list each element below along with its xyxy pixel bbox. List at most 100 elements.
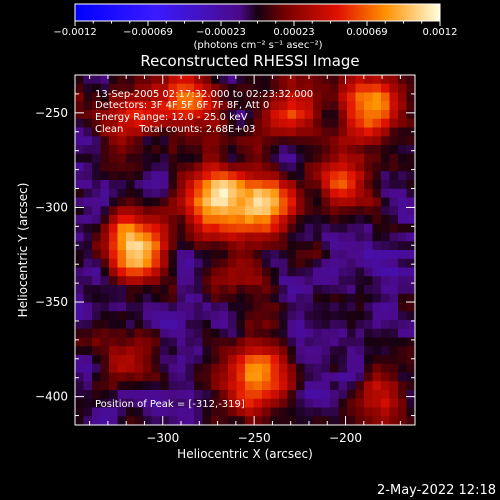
heatmap-cell (143, 197, 153, 207)
heatmap-cell (347, 180, 357, 190)
heatmap-cell (134, 101, 144, 111)
heatmap-cell (398, 416, 408, 425)
heatmap-cell (398, 241, 408, 251)
heatmap-cell (381, 267, 391, 277)
heatmap-cell (143, 285, 153, 295)
heatmap-cell (245, 197, 255, 207)
heatmap-cell (321, 92, 331, 102)
annotation-time: 13-Sep-2005 02:17:32.000 to 02:23:32.000 (95, 89, 313, 100)
heatmap-cell (117, 223, 127, 234)
heatmap-cell (160, 127, 170, 137)
heatmap-cell (364, 355, 374, 365)
heatmap-cell (398, 390, 408, 400)
heatmap-cell (364, 188, 374, 199)
heatmap-cell (236, 92, 246, 102)
heatmap-cell (296, 328, 306, 339)
heatmap-cell (134, 118, 144, 129)
heatmap-cell (168, 337, 178, 347)
heatmap-cell (364, 241, 374, 251)
heatmap-cell (219, 215, 229, 225)
heatmap-cell (117, 355, 127, 365)
heatmap-cell (83, 381, 93, 391)
heatmap-cell (168, 197, 178, 207)
heatmap-cell (381, 258, 391, 269)
heatmap-cell (236, 206, 246, 216)
heatmap-cell (398, 363, 408, 374)
heatmap-cell (185, 293, 195, 304)
heatmap-cell (321, 215, 331, 225)
heatmap-cell (253, 407, 263, 417)
heatmap-cell (75, 215, 85, 225)
heatmap-cell (372, 407, 382, 417)
heatmap-cell (117, 136, 127, 146)
heatmap-cell (338, 75, 348, 85)
heatmap-cell (279, 276, 289, 286)
heatmap-cell (194, 171, 204, 181)
heatmap-cell (151, 355, 161, 365)
heatmap-cell (296, 215, 306, 225)
heatmap-cell (177, 293, 187, 304)
heatmap-cell (245, 145, 255, 155)
heatmap-cell (262, 232, 272, 242)
heatmap-cell (313, 363, 323, 374)
heatmap-cell (228, 180, 238, 190)
heatmap-cell (389, 320, 399, 330)
heatmap-cell (151, 162, 161, 172)
heatmap-cell (185, 101, 195, 111)
heatmap-cell (313, 398, 323, 409)
heatmap-cell (381, 241, 391, 251)
heatmap-cell (287, 197, 297, 207)
heatmap-cell (262, 145, 272, 155)
heatmap-cell (134, 250, 144, 260)
heatmap-cell (389, 355, 399, 365)
x-axis-label: Heliocentric X (arcsec) (177, 447, 313, 461)
annotation-energy: Energy Range: 12.0 - 25.0 keV (95, 112, 248, 123)
heatmap-cell (279, 83, 289, 94)
heatmap-cell (194, 75, 204, 85)
heatmap-cell (177, 285, 187, 295)
heatmap-cell (228, 346, 238, 356)
heatmap-cell (330, 363, 340, 374)
heatmap-cell (347, 223, 357, 234)
heatmap-cell (270, 197, 280, 207)
heatmap-cell (389, 398, 399, 409)
heatmap-cell (228, 92, 238, 102)
heatmap-cell (177, 118, 187, 129)
heatmap-cell (338, 328, 348, 339)
heatmap-cell (245, 118, 255, 129)
heatmap-cell (92, 101, 102, 111)
heatmap-cell (185, 372, 195, 382)
heatmap-cell (330, 267, 340, 277)
heatmap-cell (126, 285, 136, 295)
heatmap-cell (202, 363, 212, 374)
heatmap-cell (143, 363, 153, 374)
heatmap-cell (270, 302, 280, 312)
heatmap-cell (219, 398, 229, 409)
heatmap-cell (228, 215, 238, 225)
heatmap-cell (83, 258, 93, 269)
heatmap-cell (202, 153, 212, 164)
heatmap-cell (330, 136, 340, 146)
heatmap-cell (83, 267, 93, 277)
heatmap-cell (202, 136, 212, 146)
heatmap-cell (211, 398, 221, 409)
heatmap-cell (109, 320, 119, 330)
heatmap-cell (168, 372, 178, 382)
heatmap-cell (100, 355, 110, 365)
heatmap-cell (228, 302, 238, 312)
heatmap-cell (355, 162, 365, 172)
heatmap-cell (185, 258, 195, 269)
heatmap-cell (389, 197, 399, 207)
heatmap-cell (347, 171, 357, 181)
heatmap-cell (219, 171, 229, 181)
heatmap-cell (389, 180, 399, 190)
heatmap-cell (381, 171, 391, 181)
heatmap-cell (126, 75, 136, 85)
heatmap-cell (279, 223, 289, 234)
heatmap-cell (270, 110, 280, 120)
heatmap-cell (109, 258, 119, 269)
heatmap-cell (177, 258, 187, 269)
heatmap-cell (372, 188, 382, 199)
heatmap-cell (126, 136, 136, 146)
heatmap-cell (364, 276, 374, 286)
